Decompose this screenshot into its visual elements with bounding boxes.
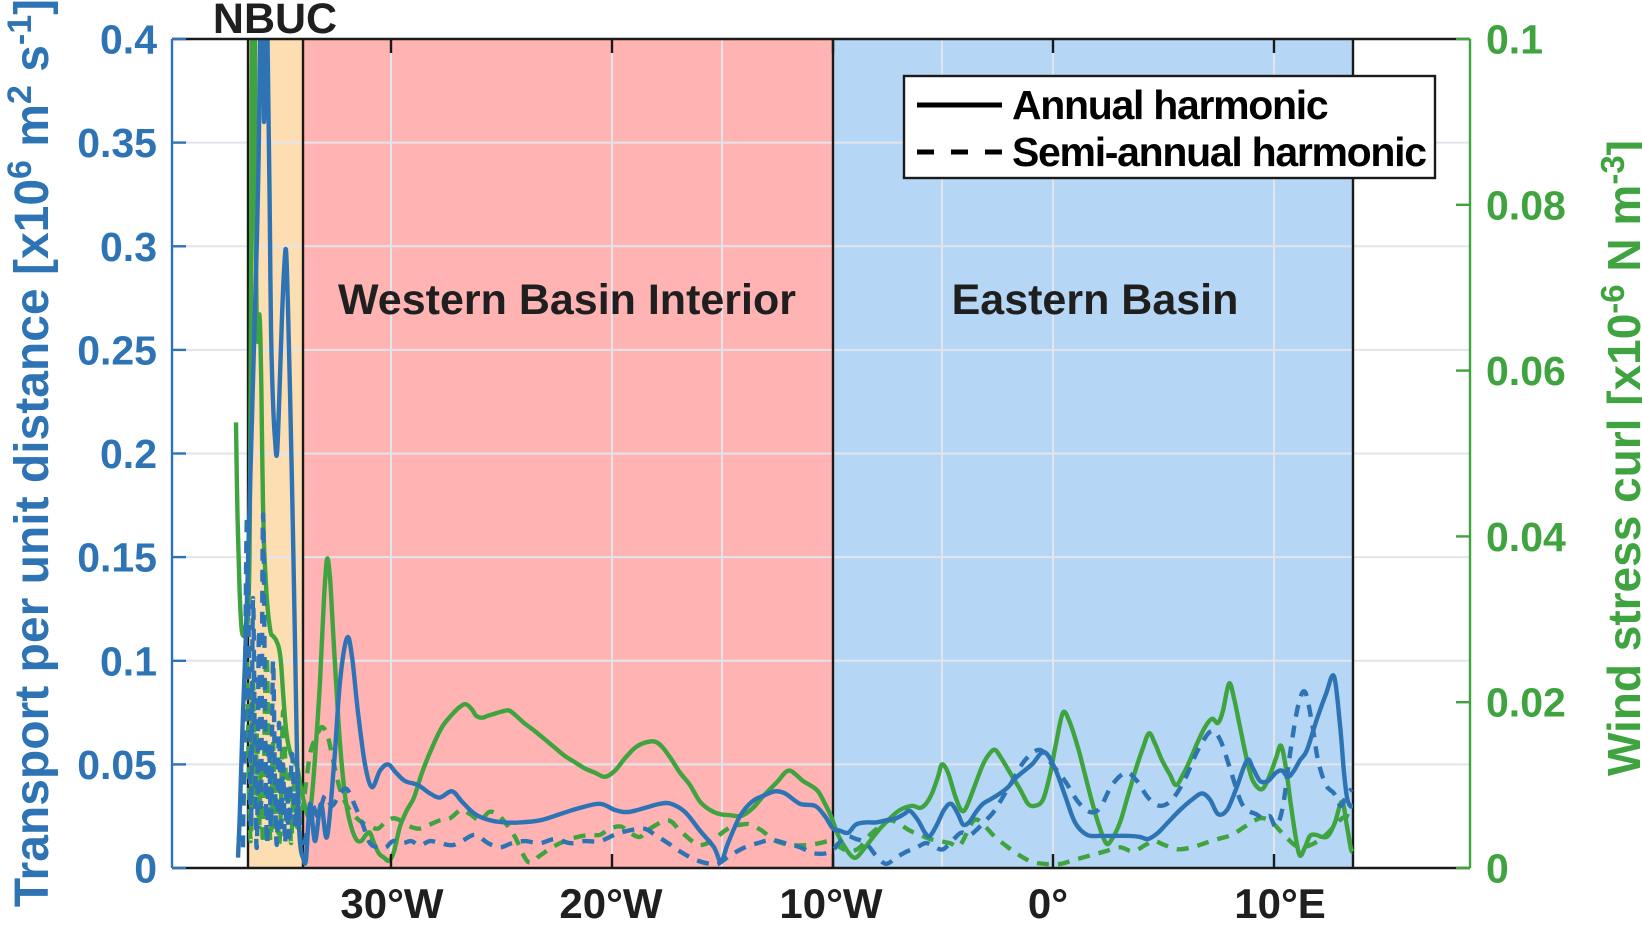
svg-text:Western Basin Interior: Western Basin Interior	[338, 276, 796, 324]
svg-text:0.1: 0.1	[1486, 17, 1543, 63]
svg-text:Eastern Basin: Eastern Basin	[952, 276, 1239, 324]
svg-text:Semi-annual harmonic: Semi-annual harmonic	[1012, 129, 1426, 175]
svg-text:Annual harmonic: Annual harmonic	[1012, 82, 1328, 128]
svg-text:0.4: 0.4	[100, 17, 157, 63]
svg-text:0.25: 0.25	[77, 327, 157, 373]
svg-text:0.2: 0.2	[100, 431, 157, 477]
svg-text:Transport per unit distance [x: Transport per unit distance [x106 m2 s-1…	[1, 0, 59, 907]
svg-text:0.15: 0.15	[77, 535, 157, 581]
svg-text:30°W: 30°W	[340, 880, 444, 927]
svg-text:0.06: 0.06	[1486, 348, 1566, 394]
svg-text:0.1: 0.1	[100, 638, 157, 684]
svg-text:0°: 0°	[1028, 880, 1068, 927]
svg-text:0.02: 0.02	[1486, 680, 1566, 726]
svg-text:10°E: 10°E	[1234, 880, 1326, 927]
svg-text:0.08: 0.08	[1486, 182, 1566, 228]
svg-text:0.3: 0.3	[100, 224, 157, 270]
svg-text:10°W: 10°W	[779, 880, 883, 927]
svg-text:0.04: 0.04	[1486, 514, 1566, 560]
svg-text:0.35: 0.35	[77, 120, 157, 166]
svg-text:0: 0	[134, 846, 157, 892]
svg-text:0: 0	[1486, 846, 1509, 892]
svg-text:Wind stress curl [x10-6 N m-3]: Wind stress curl [x10-6 N m-3]	[1594, 140, 1642, 776]
svg-text:0.05: 0.05	[77, 742, 157, 788]
svg-text:20°W: 20°W	[559, 880, 663, 927]
svg-text:NBUC: NBUC	[213, 0, 337, 43]
